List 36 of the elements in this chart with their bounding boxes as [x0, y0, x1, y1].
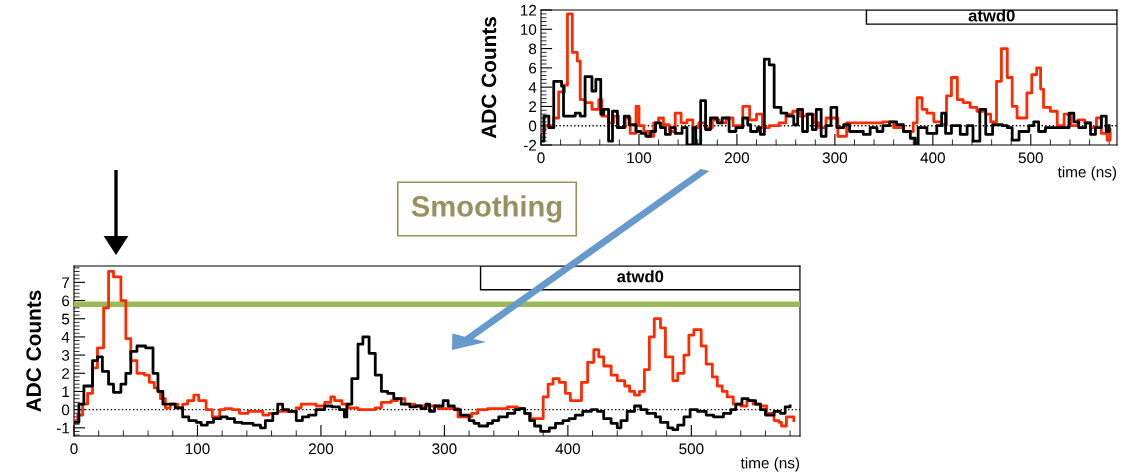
chart-title: atwd0	[617, 270, 664, 283]
x-tick-label: 0	[70, 443, 78, 455]
x-tick-label: 200	[308, 443, 334, 455]
y-tick-label: 6	[529, 62, 537, 74]
x-tick-label: 300	[432, 443, 457, 455]
x-tick-label: 100	[627, 152, 652, 164]
x-tick-label: 500	[679, 443, 704, 455]
x-tick-label: 500	[1018, 152, 1043, 164]
y-tick-label: 1	[62, 386, 70, 397]
x-tick-label: 300	[822, 152, 848, 164]
x-tick-label: 100	[185, 443, 210, 455]
x-tick-label: 400	[555, 443, 581, 455]
y-tick-label: 2	[529, 101, 537, 112]
y-tick-label: 0	[528, 120, 537, 132]
x-tick-label: 200	[724, 152, 750, 164]
y-tick-label: 10	[521, 24, 537, 35]
y-tick-label: -2	[523, 139, 537, 151]
x-axis-title: time (ns)	[1057, 166, 1117, 181]
x-tick-label: 400	[920, 152, 945, 164]
y-tick-label: 4	[61, 331, 70, 343]
y-tick-label: 6	[62, 295, 70, 307]
y-tick-label: 0	[61, 404, 70, 416]
y-axis-title: ADC Counts	[481, 17, 497, 139]
x-tick-label: 0	[537, 152, 545, 164]
x-axis-title: time (ns)	[740, 457, 800, 472]
y-tick-label: 5	[61, 313, 70, 325]
chart-title: atwd0	[968, 9, 1015, 22]
y-tick-label: -1	[56, 422, 70, 434]
y-tick-label: 7	[62, 277, 70, 288]
text: Smoothing	[411, 195, 562, 223]
y-tick-label: 8	[529, 43, 537, 55]
y-tick-label: 2	[62, 368, 70, 379]
y-tick-label: 12	[521, 4, 537, 16]
y-axis-title: ADC Counts	[26, 290, 42, 412]
y-tick-label: 3	[61, 349, 70, 361]
y-tick-label: 4	[528, 82, 537, 93]
